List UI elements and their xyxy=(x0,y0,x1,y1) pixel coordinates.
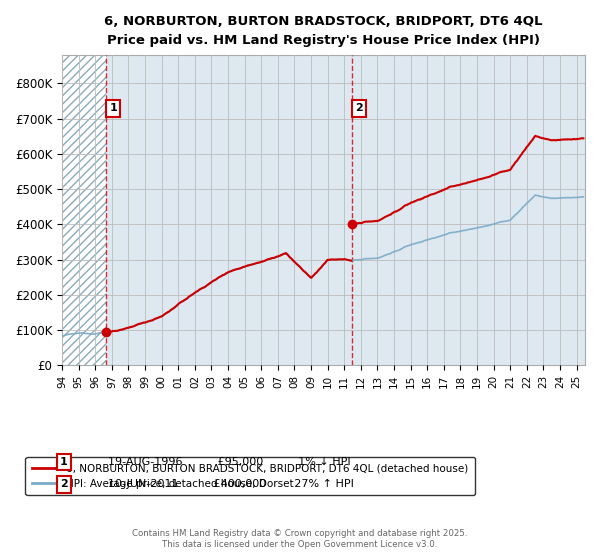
Title: 6, NORBURTON, BURTON BRADSTOCK, BRIDPORT, DT6 4QL
Price paid vs. HM Land Registr: 6, NORBURTON, BURTON BRADSTOCK, BRIDPORT… xyxy=(104,15,543,47)
Text: 2: 2 xyxy=(60,479,68,489)
Text: 19-AUG-1996          £95,000          1% ↓ HPI: 19-AUG-1996 £95,000 1% ↓ HPI xyxy=(108,457,350,467)
Text: 1: 1 xyxy=(109,104,117,114)
Text: 2: 2 xyxy=(355,104,362,114)
Bar xyxy=(62,55,106,365)
Text: 1: 1 xyxy=(60,457,68,467)
Text: 10-JUN-2011          £400,000        27% ↑ HPI: 10-JUN-2011 £400,000 27% ↑ HPI xyxy=(108,479,354,489)
Legend: 6, NORBURTON, BURTON BRADSTOCK, BRIDPORT, DT6 4QL (detached house), HPI: Average: 6, NORBURTON, BURTON BRADSTOCK, BRIDPORT… xyxy=(25,458,475,495)
Text: Contains HM Land Registry data © Crown copyright and database right 2025.
This d: Contains HM Land Registry data © Crown c… xyxy=(132,529,468,549)
